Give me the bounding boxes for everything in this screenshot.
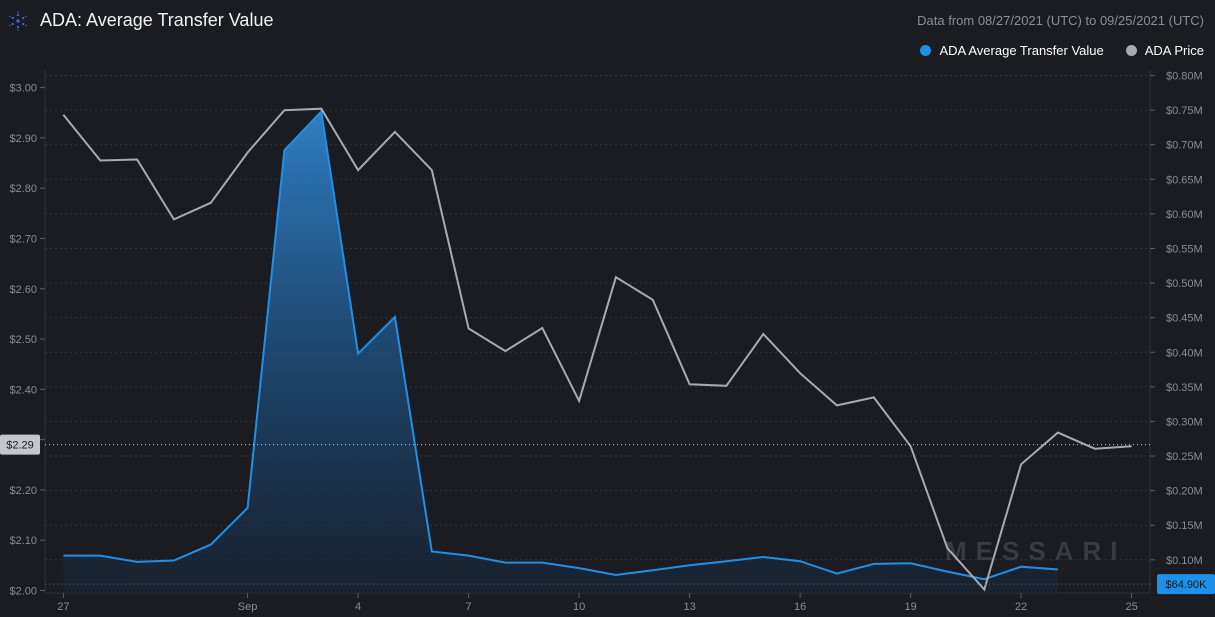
right-tick-label: $0.25M: [1166, 451, 1203, 463]
x-tick-label: 16: [794, 601, 806, 613]
x-tick-label: 27: [57, 601, 69, 613]
left-tick-label: $2.70: [9, 233, 37, 245]
transfer-value-line: [63, 109, 1058, 581]
x-tick-label: 10: [573, 601, 585, 613]
legend-dot-price: [1125, 45, 1137, 56]
right-tick-label: $0.15M: [1166, 520, 1203, 532]
x-tick-label: 13: [683, 601, 695, 613]
left-tick-label: $2.00: [9, 585, 37, 597]
right-tick-label: $0.40M: [1166, 347, 1203, 359]
axes: $0.10M $0.15M $0.20M $0.25M $0.30M $0.35M $0.4…: [0, 71, 1215, 613]
x-tick-label: 19: [904, 601, 916, 613]
legend: ADA Average Transfer Value ADA Price: [920, 43, 1204, 58]
right-tick-label: $0.60M: [1166, 209, 1203, 221]
left-tick-label: $2.60: [9, 284, 37, 296]
chart-title: ADA: Average Transfer Value: [40, 10, 274, 30]
left-tick-label: $2.90: [9, 133, 37, 145]
right-tick-label: $0.65M: [1166, 174, 1203, 186]
right-tick-label: $0.30M: [1166, 416, 1203, 428]
right-tick-label: $0.80M: [1166, 71, 1203, 83]
transfer-current-label: $64.90K: [1166, 579, 1208, 591]
left-tick-label: $3.00: [9, 83, 37, 95]
date-range: Data from 08/27/2021 (UTC) to 09/25/2021…: [917, 13, 1204, 28]
x-tick-label: 7: [466, 601, 472, 613]
right-tick-label: $0.75M: [1166, 105, 1203, 117]
legend-item-transfer-value[interactable]: ADA Average Transfer Value: [920, 43, 1104, 58]
right-tick-label: $0.55M: [1166, 243, 1203, 255]
price-line: [62, 107, 1132, 592]
watermark: MESSARI: [945, 536, 1126, 566]
price-current-label: $2.29: [6, 440, 34, 452]
x-tick-label: 22: [1015, 601, 1027, 613]
right-tick-label: $0.35M: [1166, 382, 1203, 394]
right-tick-label: $0.45M: [1166, 313, 1203, 325]
cardano-logo-icon: [9, 11, 27, 31]
right-tick-label: $0.70M: [1166, 140, 1203, 152]
right-tick-label: $0.50M: [1166, 278, 1203, 290]
right-tick-label: $0.20M: [1166, 486, 1203, 498]
left-tick-label: $2.10: [9, 535, 37, 547]
grid: [44, 70, 1151, 594]
transfer-current-badge: [1157, 574, 1215, 595]
left-tick-label: $2.40: [9, 384, 37, 396]
series-layer: [62, 107, 1132, 593]
price-current-badge: [0, 434, 40, 455]
chart-header: ADA: Average Transfer Value Data from 08…: [0, 0, 1215, 68]
left-tick-label: $2.20: [9, 485, 37, 497]
x-tick-label: 4: [355, 601, 361, 613]
legend-item-price[interactable]: ADA Price: [1125, 43, 1204, 58]
x-tick-label: 25: [1125, 601, 1137, 613]
legend-dot-transfer-value: [920, 45, 932, 56]
transfer-value-area: [63, 111, 1058, 593]
left-tick-label: $2.80: [9, 183, 37, 195]
legend-label-transfer-value: ADA Average Transfer Value: [939, 43, 1104, 58]
right-tick-label: $0.10M: [1166, 555, 1203, 567]
x-tick-label: Sep: [238, 601, 258, 613]
legend-label-price: ADA Price: [1144, 43, 1204, 58]
left-tick-label: $2.50: [9, 334, 37, 346]
